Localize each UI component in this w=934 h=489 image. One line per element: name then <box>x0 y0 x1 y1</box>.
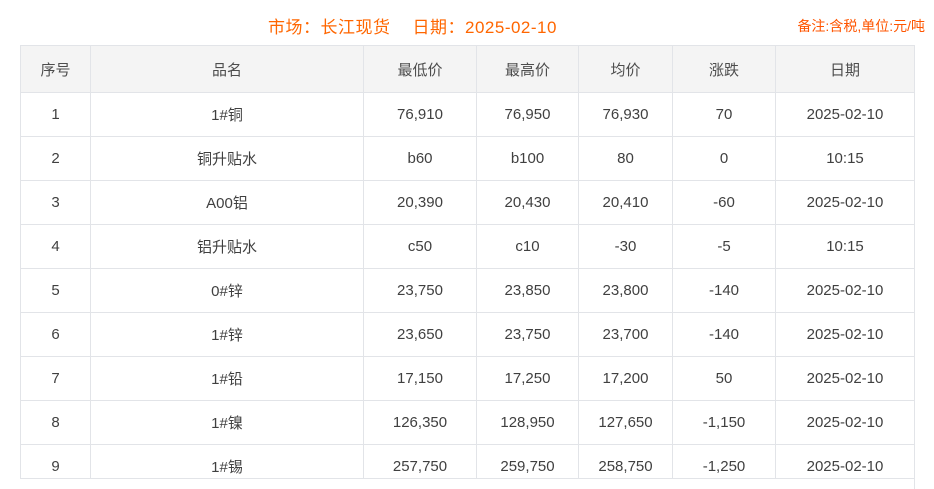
column-header-high: 最高价 <box>476 45 579 93</box>
cell-avg-price: 17,200 <box>578 356 673 401</box>
cell-row-index: 7 <box>20 356 91 401</box>
cell-avg-price: 23,800 <box>578 268 673 313</box>
cell-high-price: c10 <box>476 224 579 269</box>
cell-high-price: 20,430 <box>476 180 579 225</box>
cell-low-price: 23,650 <box>363 312 477 357</box>
cell-row-index: 1 <box>20 92 91 137</box>
cell-price-change: 50 <box>672 356 776 401</box>
cell-product-name: 0#锌 <box>90 268 364 313</box>
cell-row-index: 5 <box>20 268 91 313</box>
column-header-avg: 均价 <box>578 45 673 93</box>
cell-date: 2025-02-10 <box>775 92 915 137</box>
cell-product-name: 1#铅 <box>90 356 364 401</box>
cell-row-index: 8 <box>20 400 91 445</box>
cell-product-name: 1#镍 <box>90 400 364 445</box>
cell-product-name: A00铝 <box>90 180 364 225</box>
cell-price-change: -60 <box>672 180 776 225</box>
cell-date: 2025-02-10 <box>775 400 915 445</box>
cell-row-index: 6 <box>20 312 91 357</box>
cell-price-change: 0 <box>672 136 776 181</box>
cell-low-price: 126,350 <box>363 400 477 445</box>
cell-avg-price: -30 <box>578 224 673 269</box>
table-row: 5 0#锌 23,750 23,850 23,800 -140 2025-02-10 <box>20 268 915 313</box>
cell-row-index: 4 <box>20 224 91 269</box>
table-row: 4 铝升贴水 c50 c10 -30 -5 10:15 <box>20 224 915 269</box>
cell-product-name: 1#锌 <box>90 312 364 357</box>
page-title: 市场：长江现货 日期：2025-02-10 <box>268 13 557 38</box>
cell-low-price: 23,750 <box>363 268 477 313</box>
cell-high-price: b100 <box>476 136 579 181</box>
cell-avg-price: 20,410 <box>578 180 673 225</box>
remark-note: 备注:含税,单位:元/吨 <box>797 18 925 34</box>
market-label: 市场：长江现货 <box>268 18 391 37</box>
cell-price-change: -5 <box>672 224 776 269</box>
cell-row-index: 3 <box>20 180 91 225</box>
column-header-name: 品名 <box>90 45 364 93</box>
table-row: 6 1#锌 23,650 23,750 23,700 -140 2025-02-10 <box>20 312 915 357</box>
cell-date: 2025-02-10 <box>775 312 915 357</box>
cell-high-price: 17,250 <box>476 356 579 401</box>
table-row: 7 1#铅 17,150 17,250 17,200 50 2025-02-10 <box>20 356 915 401</box>
cell-low-price: 20,390 <box>363 180 477 225</box>
cell-high-price: 23,850 <box>476 268 579 313</box>
cell-low-price: b60 <box>363 136 477 181</box>
cell-price-change: 70 <box>672 92 776 137</box>
table-header-row: 序号 品名 最低价 最高价 均价 涨跌 日期 <box>20 45 915 93</box>
cell-price-change: -140 <box>672 312 776 357</box>
cell-row-index: 2 <box>20 136 91 181</box>
cell-low-price: 76,910 <box>363 92 477 137</box>
cell-date: 2025-02-10 <box>775 356 915 401</box>
cell-product-name: 铜升贴水 <box>90 136 364 181</box>
cell-avg-price: 76,930 <box>578 92 673 137</box>
table-row: 2 铜升贴水 b60 b100 80 0 10:15 <box>20 136 915 181</box>
cell-avg-price: 23,700 <box>578 312 673 357</box>
column-header-change: 涨跌 <box>672 45 776 93</box>
table-row: 8 1#镍 126,350 128,950 127,650 -1,150 2025-02-1… <box>20 400 915 445</box>
cell-low-price: 17,150 <box>363 356 477 401</box>
cell-price-change: -1,150 <box>672 400 776 445</box>
cell-high-price: 23,750 <box>476 312 579 357</box>
spot-price-table: 序号 品名 最低价 最高价 均价 涨跌 日期 1 1#铜 76,910 76,950 76,930 7… <box>20 45 915 489</box>
cell-product-name: 1#铜 <box>90 92 364 137</box>
cell-high-price: 76,950 <box>476 92 579 137</box>
cell-date: 2025-02-10 <box>775 180 915 225</box>
column-header-no: 序号 <box>20 45 91 93</box>
cell-avg-price: 80 <box>578 136 673 181</box>
cell-product-name: 铝升贴水 <box>90 224 364 269</box>
cell-high-price: 128,950 <box>476 400 579 445</box>
table-row: 3 A00铝 20,390 20,430 20,410 -60 2025-02-10 <box>20 180 915 225</box>
table-body: 1 1#铜 76,910 76,950 76,930 70 2025-02-10 2 铜升贴水 b… <box>20 92 915 489</box>
table-row: 1 1#铜 76,910 76,950 76,930 70 2025-02-10 <box>20 92 915 137</box>
cell-price-change: -140 <box>672 268 776 313</box>
cell-date: 10:15 <box>775 224 915 269</box>
cell-avg-price: 127,650 <box>578 400 673 445</box>
column-header-low: 最低价 <box>363 45 477 93</box>
cell-low-price: c50 <box>363 224 477 269</box>
column-header-date: 日期 <box>775 45 915 93</box>
cell-date: 10:15 <box>775 136 915 181</box>
date-label: 日期：2025-02-10 <box>412 18 557 37</box>
cell-date: 2025-02-10 <box>775 268 915 313</box>
